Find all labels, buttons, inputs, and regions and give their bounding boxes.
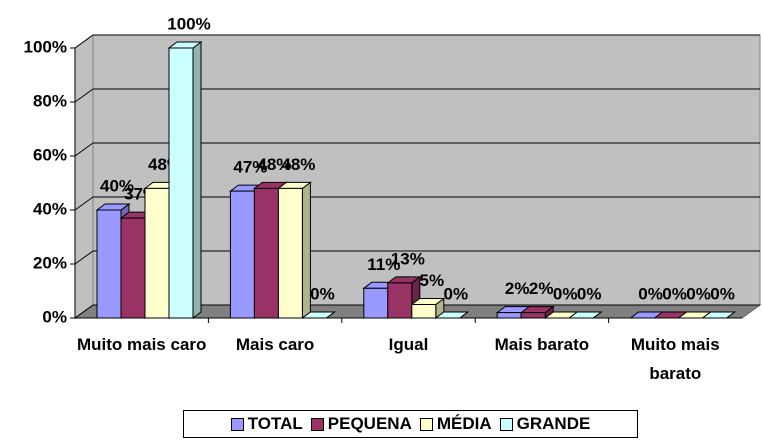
legend-item: PEQUENA bbox=[310, 414, 412, 434]
data-label: 0% bbox=[686, 284, 711, 303]
grid-line bbox=[74, 34, 94, 49]
bar bbox=[120, 217, 146, 319]
data-label: 0% bbox=[444, 284, 469, 303]
data-label: 48% bbox=[257, 155, 291, 174]
bar bbox=[229, 190, 255, 319]
legend-label: PEQUENA bbox=[327, 414, 412, 433]
y-tick-label: 0% bbox=[42, 307, 67, 326]
x-tick-label: Muito mais caro bbox=[76, 335, 207, 354]
bar bbox=[411, 304, 437, 319]
legend-swatch bbox=[419, 417, 433, 431]
bar bbox=[277, 187, 303, 319]
x-tick-label: Muito mais barato bbox=[630, 335, 720, 383]
x-tick-label: Igual bbox=[388, 335, 429, 354]
data-label: 0% bbox=[638, 284, 663, 303]
data-label: 0% bbox=[710, 284, 735, 303]
bar bbox=[144, 187, 170, 319]
legend-label: GRANDE bbox=[516, 414, 591, 433]
data-label: 2% bbox=[529, 279, 554, 298]
grid-line bbox=[74, 250, 94, 265]
bar bbox=[168, 47, 194, 319]
legend-swatch bbox=[310, 417, 324, 431]
data-label: 0% bbox=[577, 284, 602, 303]
x-tick-label: Mais caro bbox=[235, 335, 315, 354]
data-label: 100% bbox=[167, 14, 210, 33]
bar bbox=[363, 287, 389, 319]
data-label: 0% bbox=[662, 284, 687, 303]
bar-top bbox=[701, 311, 737, 319]
y-tick-label: 60% bbox=[33, 145, 67, 164]
data-label: 0% bbox=[553, 284, 578, 303]
bar-top bbox=[300, 311, 336, 319]
y-tick-label: 20% bbox=[33, 253, 67, 272]
bar bbox=[253, 187, 279, 319]
data-label: 0% bbox=[310, 284, 335, 303]
legend-label: TOTAL bbox=[247, 414, 303, 433]
x-tick-label: Mais barato bbox=[494, 335, 590, 354]
legend-item: TOTAL bbox=[230, 414, 303, 434]
data-label: 11% bbox=[367, 255, 400, 274]
bar bbox=[96, 209, 122, 319]
legend-swatch bbox=[230, 417, 244, 431]
grid-line bbox=[74, 142, 94, 157]
legend-label: MÉDIA bbox=[436, 414, 492, 433]
side-wall bbox=[74, 34, 94, 319]
y-tick-label: 40% bbox=[33, 199, 67, 218]
legend-item: MÉDIA bbox=[419, 414, 492, 434]
bar-side bbox=[192, 41, 202, 319]
bar bbox=[387, 282, 413, 319]
data-label: 40% bbox=[100, 176, 134, 195]
data-label: 2% bbox=[505, 279, 530, 298]
data-label: 5% bbox=[420, 271, 445, 290]
y-tick-label: 100% bbox=[24, 37, 67, 56]
grid-line bbox=[74, 88, 94, 103]
data-label: 48% bbox=[281, 155, 315, 174]
data-label: 47% bbox=[233, 158, 267, 177]
legend-item: GRANDE bbox=[499, 414, 591, 434]
data-label: 13% bbox=[391, 249, 425, 268]
bar bbox=[520, 312, 546, 319]
legend: TOTAL PEQUENA MÉDIA GRANDE bbox=[183, 410, 638, 438]
bar-top bbox=[434, 311, 470, 319]
grid-line bbox=[74, 304, 94, 319]
bar-top bbox=[567, 311, 603, 319]
legend-swatch bbox=[499, 417, 513, 431]
bar bbox=[496, 312, 522, 319]
y-tick-label: 80% bbox=[33, 91, 67, 110]
grid-line bbox=[74, 196, 94, 211]
